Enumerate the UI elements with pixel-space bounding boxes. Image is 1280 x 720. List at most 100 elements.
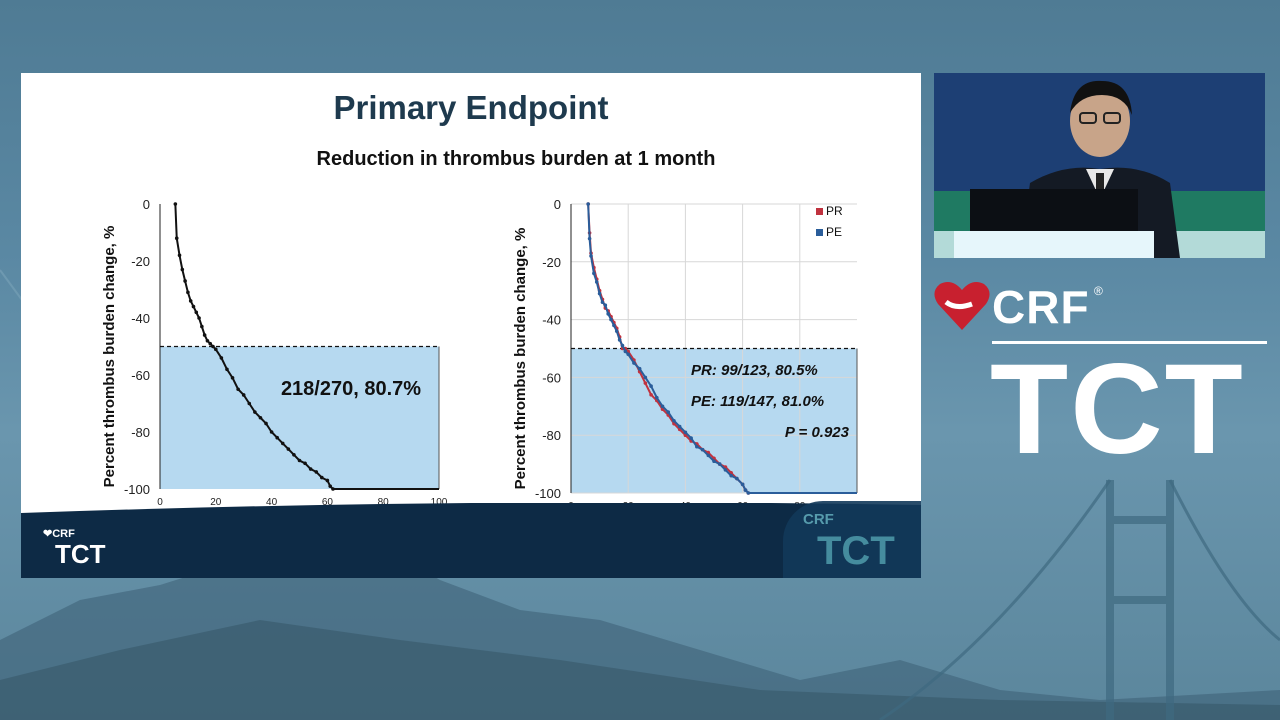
y-tick-label: -80 <box>542 428 561 443</box>
tct-logo-text: TCT <box>990 338 1245 481</box>
responder-region <box>571 348 857 493</box>
crf-heart-icon <box>934 282 990 330</box>
bridge-tower <box>1106 480 1174 720</box>
registered-mark: ® <box>1094 284 1103 298</box>
y-axis-label: Percent thrombus burden change, % <box>512 228 529 490</box>
side-line <box>0 269 23 301</box>
watermark-crf: CRF <box>803 511 834 528</box>
bridge-cable <box>1168 479 1280 642</box>
data-point <box>180 267 185 272</box>
responder-region <box>160 346 439 489</box>
data-point <box>606 312 610 316</box>
slide-footer: ❤CRF TCT CRF TCT <box>21 501 921 578</box>
y-axis-label: Percent thrombus burden change, % <box>101 226 118 488</box>
data-point <box>672 418 676 423</box>
data-point <box>328 484 332 488</box>
data-point <box>643 375 648 380</box>
data-point <box>626 352 630 357</box>
data-point <box>247 401 252 406</box>
y-tick-label: 0 <box>554 197 561 212</box>
data-point <box>194 310 199 315</box>
data-point <box>666 410 671 414</box>
data-point <box>186 290 190 295</box>
hills <box>0 540 1280 720</box>
data-point <box>594 280 599 284</box>
data-point <box>183 279 187 283</box>
data-point <box>706 453 711 458</box>
data-point <box>700 447 705 452</box>
data-point <box>643 381 648 385</box>
presentation-slide: Primary Endpoint Reduction in thrombus b… <box>21 73 921 578</box>
y-tick-label: -100 <box>535 486 561 501</box>
brand-divider <box>992 341 1267 344</box>
data-point <box>614 329 619 333</box>
data-point <box>695 444 699 449</box>
speaker-scene <box>934 73 1265 258</box>
data-point <box>191 304 196 309</box>
data-point <box>677 424 682 429</box>
slide-title: Primary Endpoint <box>333 89 609 126</box>
x-tick-label: 100 <box>431 497 448 508</box>
data-point <box>177 253 182 258</box>
slide-subtitle: Reduction in thrombus burden at 1 month <box>316 148 716 170</box>
data-point <box>225 367 229 372</box>
x-tick-label: 0 <box>157 497 163 508</box>
footer-tct-logo: TCT <box>55 539 106 569</box>
data-point <box>174 236 179 240</box>
y-tick-label: -20 <box>131 254 150 269</box>
data-point <box>230 376 235 380</box>
legend-label: PE <box>826 225 842 239</box>
data-point <box>632 361 636 365</box>
legend-swatch <box>816 208 823 215</box>
y-tick-label: -60 <box>542 370 561 385</box>
data-point <box>214 347 218 352</box>
chart-overall: 0 -20 -40 -60 -80 -100 0 20 40 60 80 100 Percent thr… <box>101 197 448 508</box>
data-point <box>600 300 605 305</box>
x-tick-label: 60 <box>322 497 334 508</box>
y-tick-label: -80 <box>131 425 150 440</box>
data-point <box>275 435 279 440</box>
y-tick-label: 0 <box>143 197 150 212</box>
y-tick-label: -60 <box>131 368 150 383</box>
data-point <box>623 349 628 354</box>
data-point <box>320 475 324 480</box>
data-point <box>200 324 204 329</box>
data-point <box>314 470 319 474</box>
annotation-comparison: PE: 119/147, 81.0% <box>691 393 824 410</box>
data-point <box>660 404 665 409</box>
data-point <box>717 462 722 466</box>
footer-crf-logo: ❤CRF <box>43 528 75 540</box>
watermark-tct: TCT <box>817 529 895 573</box>
data-point <box>735 476 739 481</box>
data-point <box>269 430 274 434</box>
legend-label: PR <box>826 204 843 218</box>
data-point <box>609 317 613 322</box>
footer-swoosh <box>21 503 921 523</box>
data-point <box>740 482 745 487</box>
annotation-comparison: P = 0.923 <box>785 424 850 441</box>
bridge-cable <box>879 479 1112 720</box>
speaker-video <box>934 73 1265 258</box>
data-point <box>637 366 642 371</box>
x-tick-label: 80 <box>378 497 390 508</box>
data-point <box>211 344 215 349</box>
hills-far <box>0 620 1280 720</box>
data-point <box>729 473 733 478</box>
y-tick-label: -100 <box>124 482 150 497</box>
data-point <box>723 468 728 472</box>
data-point <box>612 323 616 328</box>
data-point <box>331 487 335 491</box>
chart-pr-vs-pe: 0-20-40-60-80-100020406080Percent thromb… <box>512 197 858 512</box>
data-point <box>597 291 602 296</box>
data-point <box>592 271 596 276</box>
data-point <box>587 236 592 241</box>
data-point <box>603 303 608 307</box>
x-tick-label: 40 <box>266 497 278 508</box>
y-tick-label: -20 <box>542 255 561 270</box>
data-point <box>308 467 313 471</box>
annotation-overall: 218/270, 80.7% <box>281 378 421 400</box>
data-point <box>286 447 291 451</box>
data-point <box>325 478 330 483</box>
data-point <box>173 202 178 206</box>
data-point <box>649 384 653 388</box>
